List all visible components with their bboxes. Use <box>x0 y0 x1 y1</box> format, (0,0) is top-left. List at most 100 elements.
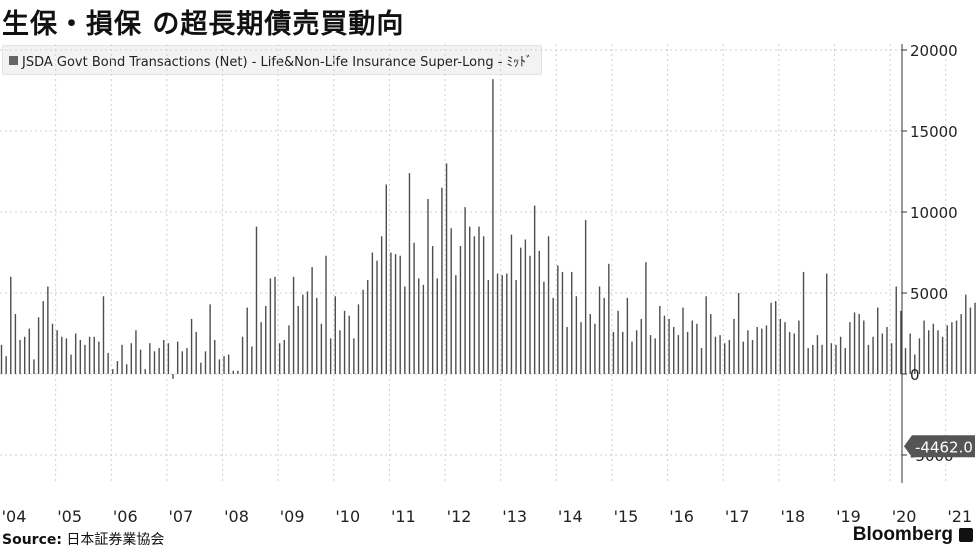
bar <box>589 314 591 374</box>
bar <box>348 315 350 374</box>
bar <box>496 273 499 374</box>
bar <box>645 262 647 374</box>
bar <box>316 297 318 374</box>
x-tick-label: '17 <box>725 507 750 526</box>
bar <box>969 307 972 374</box>
brand-name: Bloomberg <box>852 524 953 545</box>
bar <box>302 294 304 374</box>
bar <box>571 271 573 374</box>
bar <box>204 351 207 374</box>
x-tick-label: '09 <box>280 507 305 526</box>
bar <box>125 364 128 374</box>
x-tick-label: '12 <box>447 507 472 526</box>
source-note: Source: 日本証券業協会 <box>2 529 164 549</box>
bar <box>543 281 545 374</box>
bar <box>190 318 193 374</box>
bar <box>232 370 234 374</box>
bar <box>33 359 35 374</box>
bar <box>288 325 290 374</box>
bar <box>955 320 958 374</box>
x-tick-label: '18 <box>780 507 805 526</box>
x-tick-label: '04 <box>2 507 27 526</box>
bar <box>520 247 522 374</box>
y-tick-label: 15000 <box>910 123 958 141</box>
bar <box>710 314 712 374</box>
bar <box>608 263 610 374</box>
x-tick-label: '08 <box>224 507 249 526</box>
bar <box>227 354 230 374</box>
bar <box>70 354 72 374</box>
source-prefix: Source: <box>2 532 62 548</box>
bar <box>65 338 68 374</box>
bar <box>881 333 884 374</box>
bar <box>900 310 902 374</box>
bar <box>561 271 564 374</box>
bar <box>325 255 327 374</box>
bar <box>492 79 494 374</box>
bar <box>265 305 267 374</box>
bar <box>404 286 406 374</box>
bar <box>807 348 809 374</box>
bar <box>612 331 615 374</box>
bar <box>719 335 721 374</box>
bar <box>501 275 503 374</box>
bar <box>705 296 707 374</box>
bar <box>61 336 63 374</box>
legend-label: JSDA Govt Bond Transactions (Net) - Life… <box>22 54 533 70</box>
bar <box>974 302 976 374</box>
bar <box>779 318 782 374</box>
bar <box>816 335 819 374</box>
bar <box>728 339 731 374</box>
bar <box>622 331 624 374</box>
bar <box>218 359 221 374</box>
bar <box>14 314 17 374</box>
bar <box>223 356 225 374</box>
chart-title: 生保・損保 の超長期債売買動向 <box>2 9 405 40</box>
bar <box>737 293 740 374</box>
bar <box>524 239 527 374</box>
bar <box>413 242 415 374</box>
bar <box>5 356 7 374</box>
bar <box>890 343 893 374</box>
bar <box>459 246 462 374</box>
bar <box>390 252 392 374</box>
bar <box>821 344 823 374</box>
bar <box>51 323 54 374</box>
bar <box>163 339 165 374</box>
bar <box>464 207 466 374</box>
bar <box>56 330 58 374</box>
bar <box>418 278 420 374</box>
bar <box>399 255 401 374</box>
x-tick-label: '05 <box>57 507 82 526</box>
bar <box>515 280 517 374</box>
bar <box>237 370 239 374</box>
bar <box>431 246 434 374</box>
bar <box>135 330 137 374</box>
bar <box>172 374 174 379</box>
bar <box>214 339 216 374</box>
bar <box>19 339 21 374</box>
bar <box>724 343 726 374</box>
legend-swatch-icon <box>9 55 18 65</box>
bar <box>139 349 142 374</box>
bar <box>42 301 44 374</box>
bar <box>246 307 248 374</box>
bar <box>408 173 411 374</box>
bar <box>260 322 262 374</box>
bar <box>798 320 800 374</box>
bar <box>251 346 253 374</box>
bar <box>195 331 197 374</box>
bar <box>84 344 86 374</box>
bar <box>362 289 364 374</box>
bar <box>283 339 285 374</box>
bar <box>376 260 378 374</box>
bar <box>826 273 828 374</box>
bar <box>923 320 925 374</box>
bar <box>422 284 425 374</box>
bar <box>858 314 860 374</box>
bar <box>566 327 568 374</box>
x-tick-label: '16 <box>669 507 694 526</box>
bar <box>478 226 480 374</box>
bar <box>751 339 754 374</box>
y-tick-label: 10000 <box>910 204 958 222</box>
